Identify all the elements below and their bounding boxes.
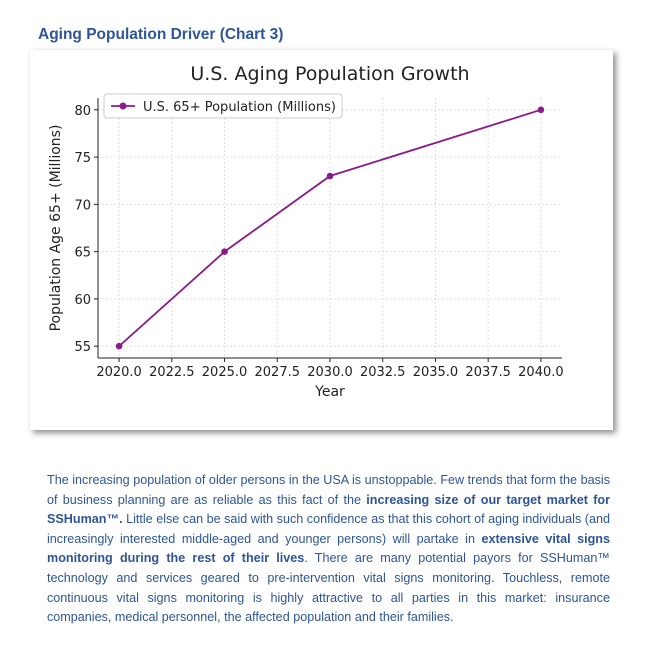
data-point <box>326 172 334 180</box>
x-tick-label: 2025.0 <box>202 365 248 380</box>
legend-box <box>103 93 343 119</box>
y-tick-label: 55 <box>74 340 91 355</box>
body-paragraph: The increasing population of older perso… <box>47 471 610 628</box>
x-tick-label: 2022.5 <box>149 365 195 380</box>
y-axis-label: Population Age 65+ (Millions) <box>48 125 64 332</box>
x-tick-label: 2040.0 <box>518 365 564 380</box>
x-tick-label: 2032.5 <box>360 365 406 380</box>
legend-point-marker <box>119 102 127 110</box>
x-tick-label: 2020.0 <box>96 365 142 380</box>
body-text-2: Little else can be said with such confid… <box>47 512 610 546</box>
chart-title: U.S. Aging Population Growth <box>190 63 469 85</box>
x-tick-label: 2030.0 <box>307 365 353 380</box>
x-tick-label: 2037.5 <box>465 365 511 380</box>
line-chart: 2020.0 2022.5 2025.0 2027.5 2030.0 2032.5 2035… <box>48 63 564 400</box>
y-tick-label: 80 <box>74 104 91 119</box>
data-point <box>221 248 228 255</box>
legend-label: U.S. 65+ Population (Millions) <box>143 100 336 115</box>
grid-lines <box>98 98 562 358</box>
axes <box>94 98 562 362</box>
legend: U.S. 65+ Population (Millions) <box>103 93 343 119</box>
chart-frame: 2020.0 2022.5 2025.0 2027.5 2030.0 2032.5 2035… <box>30 50 613 430</box>
section-title: Aging Population Driver (Chart 3) <box>38 26 284 43</box>
body-text-1: The increasing population of older perso… <box>47 473 610 507</box>
x-axis-label: Year <box>314 384 345 400</box>
data-point <box>537 106 545 114</box>
x-tick-label: 2035.0 <box>413 365 459 380</box>
x-tick-label: 2027.5 <box>255 365 301 380</box>
y-tick-label: 65 <box>74 246 91 261</box>
y-tick-label: 70 <box>74 198 91 213</box>
body-bold-1: increasing size of our target market for… <box>47 492 610 527</box>
y-tick-label: 75 <box>74 151 91 166</box>
series-line <box>118 108 542 347</box>
y-tick-label: 60 <box>74 293 91 308</box>
tick-labels: 2020.0 2022.5 2025.0 2027.5 2030.0 2032.5 2035… <box>74 104 563 380</box>
body-bold-2: extensive vital signs monitoring during … <box>47 531 610 566</box>
body-text-3: . There are many potential payors for SS… <box>47 551 610 625</box>
series <box>115 106 545 350</box>
data-point <box>115 342 123 350</box>
